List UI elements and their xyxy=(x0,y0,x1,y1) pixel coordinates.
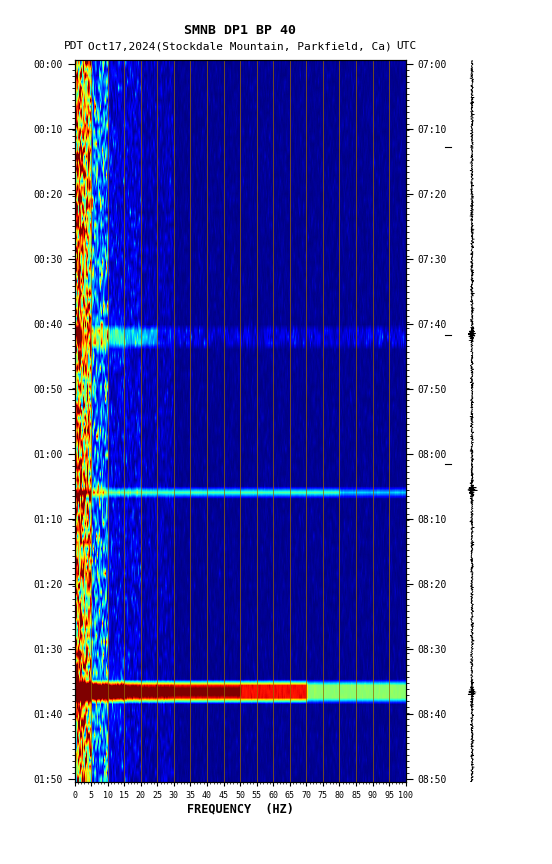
Text: UTC: UTC xyxy=(396,41,417,52)
X-axis label: FREQUENCY  (HZ): FREQUENCY (HZ) xyxy=(187,803,294,816)
Text: Oct17,2024(Stockdale Mountain, Parkfield, Ca): Oct17,2024(Stockdale Mountain, Parkfield… xyxy=(88,41,392,52)
Text: PDT: PDT xyxy=(63,41,84,52)
Text: SMNB DP1 BP 40: SMNB DP1 BP 40 xyxy=(184,24,296,37)
